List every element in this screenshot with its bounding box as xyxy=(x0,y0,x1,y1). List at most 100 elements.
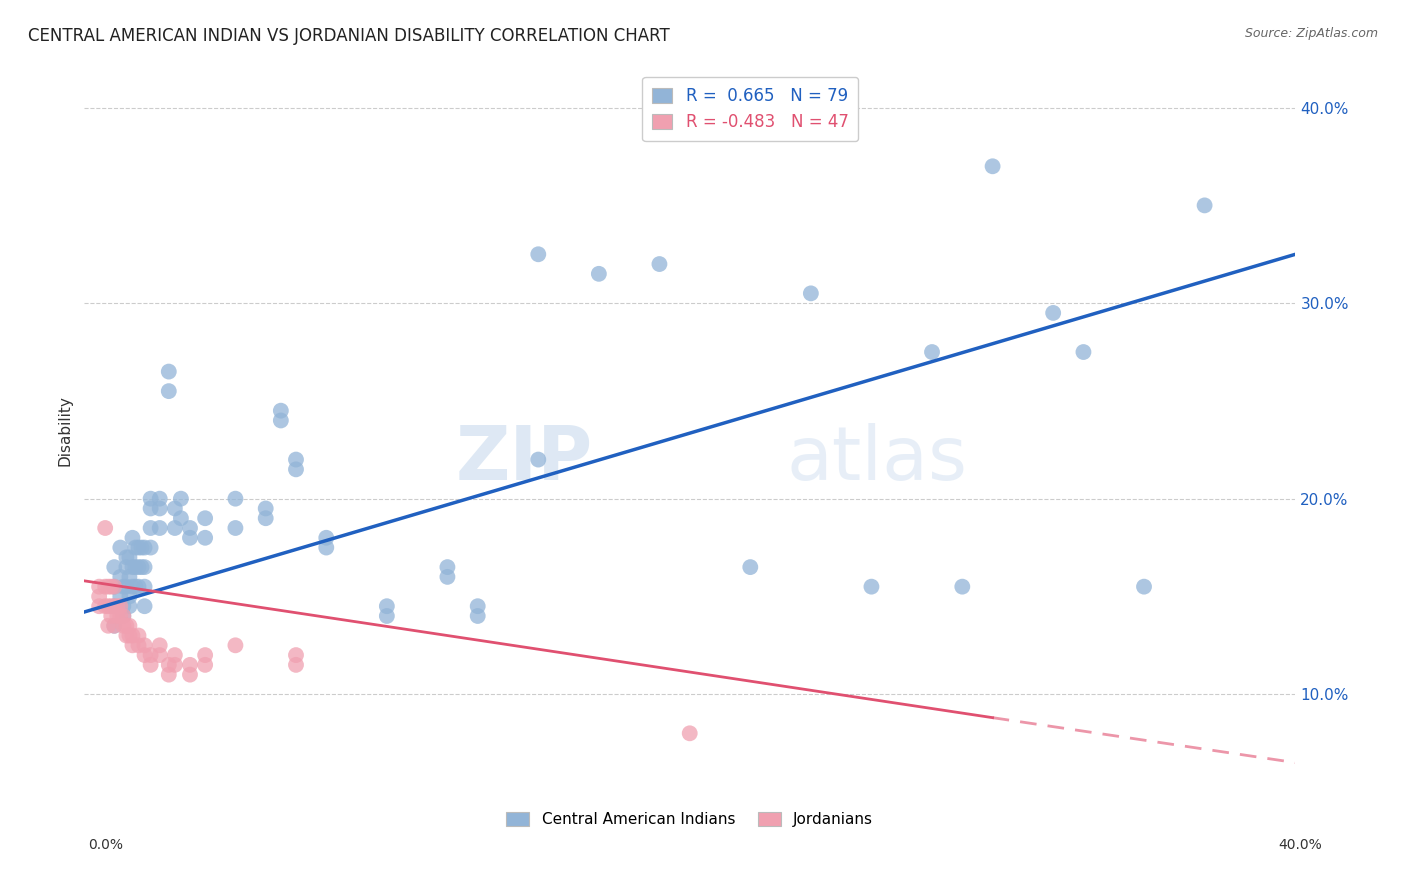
Point xyxy=(121,531,143,545)
Point xyxy=(149,638,172,652)
Point xyxy=(103,580,125,594)
Point xyxy=(254,511,277,525)
Point xyxy=(103,580,125,594)
Point xyxy=(89,590,111,604)
Point xyxy=(149,648,172,662)
Point xyxy=(89,599,111,614)
Point xyxy=(285,462,308,476)
Point xyxy=(179,657,201,672)
Point xyxy=(315,531,337,545)
Point xyxy=(194,511,217,525)
Point xyxy=(375,599,398,614)
Point xyxy=(128,580,150,594)
Point xyxy=(740,560,762,574)
Point xyxy=(285,452,308,467)
Point xyxy=(224,521,246,535)
Point xyxy=(194,657,217,672)
Point xyxy=(134,541,156,555)
Point xyxy=(121,560,143,574)
Point xyxy=(163,657,186,672)
Point xyxy=(134,599,156,614)
Point xyxy=(112,609,135,624)
Point xyxy=(950,580,973,594)
Point xyxy=(648,257,671,271)
Point xyxy=(436,570,458,584)
Point xyxy=(100,609,122,624)
Point xyxy=(118,570,141,584)
Point xyxy=(163,501,186,516)
Point xyxy=(128,560,150,574)
Point xyxy=(97,619,120,633)
Point xyxy=(224,491,246,506)
Point xyxy=(157,365,180,379)
Point xyxy=(103,599,125,614)
Point xyxy=(134,638,156,652)
Point xyxy=(179,531,201,545)
Point xyxy=(1073,345,1095,359)
Point xyxy=(131,560,153,574)
Text: Source: ZipAtlas.com: Source: ZipAtlas.com xyxy=(1244,27,1378,40)
Point xyxy=(1194,198,1216,212)
Point xyxy=(115,619,138,633)
Point xyxy=(115,560,138,574)
Point xyxy=(139,657,162,672)
Point xyxy=(100,580,122,594)
Point xyxy=(375,609,398,624)
Point xyxy=(128,628,150,642)
Point xyxy=(467,609,489,624)
Point xyxy=(118,590,141,604)
Point xyxy=(103,619,125,633)
Text: 0.0%: 0.0% xyxy=(89,838,122,853)
Point xyxy=(94,580,117,594)
Point xyxy=(157,384,180,398)
Point xyxy=(436,560,458,574)
Point xyxy=(163,648,186,662)
Point xyxy=(118,599,141,614)
Point xyxy=(112,619,135,633)
Point xyxy=(100,599,122,614)
Point xyxy=(860,580,883,594)
Point xyxy=(110,609,132,624)
Point xyxy=(224,638,246,652)
Point xyxy=(97,599,120,614)
Point xyxy=(115,580,138,594)
Point xyxy=(179,667,201,681)
Point xyxy=(139,491,162,506)
Point xyxy=(115,628,138,642)
Point xyxy=(270,403,292,417)
Point xyxy=(110,570,132,584)
Point xyxy=(124,560,146,574)
Point xyxy=(149,491,172,506)
Point xyxy=(97,580,120,594)
Text: ZIP: ZIP xyxy=(456,423,593,496)
Point xyxy=(118,550,141,565)
Point xyxy=(679,726,702,740)
Text: CENTRAL AMERICAN INDIAN VS JORDANIAN DISABILITY CORRELATION CHART: CENTRAL AMERICAN INDIAN VS JORDANIAN DIS… xyxy=(28,27,669,45)
Point xyxy=(921,345,943,359)
Y-axis label: Disability: Disability xyxy=(58,395,72,466)
Point xyxy=(194,531,217,545)
Point xyxy=(115,550,138,565)
Point xyxy=(527,247,550,261)
Point xyxy=(112,599,135,614)
Point xyxy=(139,648,162,662)
Legend: Central American Indians, Jordanians: Central American Indians, Jordanians xyxy=(499,805,880,835)
Point xyxy=(139,541,162,555)
Point xyxy=(179,521,201,535)
Point xyxy=(124,541,146,555)
Point xyxy=(105,609,128,624)
Point xyxy=(134,648,156,662)
Point xyxy=(121,638,143,652)
Point xyxy=(121,628,143,642)
Point xyxy=(134,580,156,594)
Point xyxy=(315,541,337,555)
Point xyxy=(157,667,180,681)
Point xyxy=(112,580,135,594)
Point xyxy=(124,580,146,594)
Point xyxy=(128,638,150,652)
Point xyxy=(134,560,156,574)
Point xyxy=(170,511,193,525)
Point xyxy=(139,521,162,535)
Point xyxy=(149,521,172,535)
Point xyxy=(128,541,150,555)
